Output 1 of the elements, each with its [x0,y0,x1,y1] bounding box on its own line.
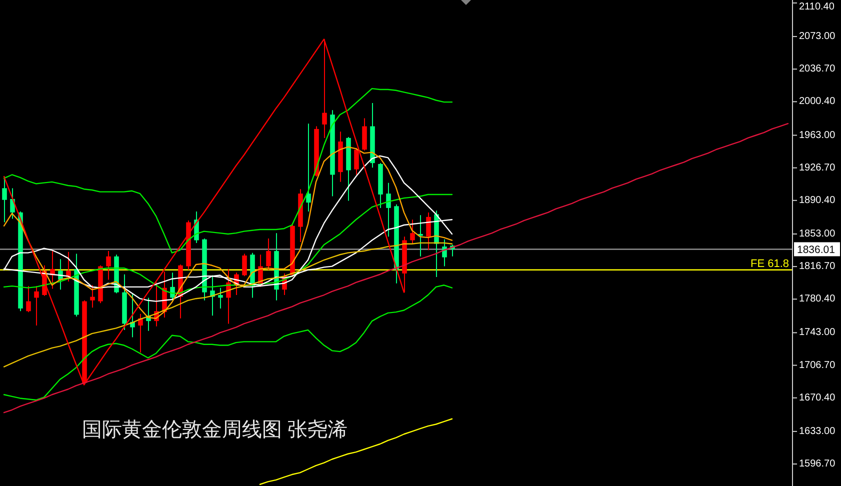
title: 国际黄金伦敦金周线图 张尧浠 [82,419,348,441]
